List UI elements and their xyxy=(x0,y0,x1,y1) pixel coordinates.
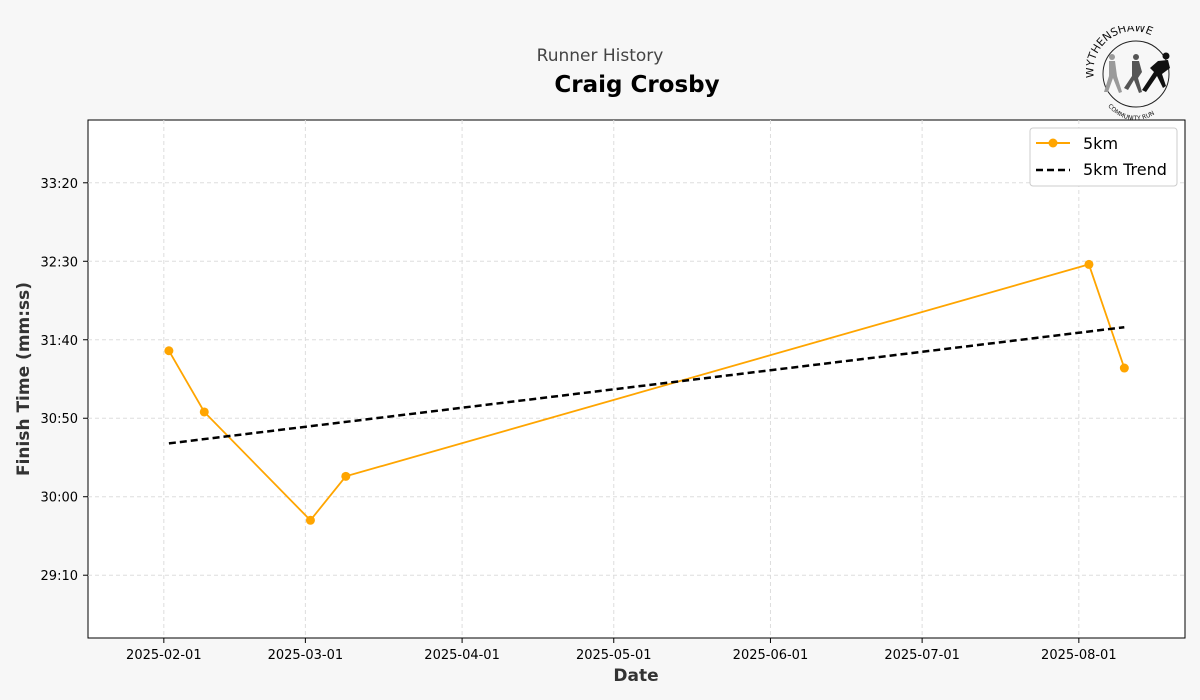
y-tick-label: 31:40 xyxy=(41,334,78,349)
chart-suptitle: Runner History xyxy=(536,46,664,66)
legend-5km-label: 5km xyxy=(1083,134,1118,153)
data-point xyxy=(1084,259,1094,269)
legend-trend-label: 5km Trend xyxy=(1083,160,1167,179)
y-axis-label: Finish Time (mm:ss) xyxy=(14,282,34,476)
svg-text:COMMUNITY RUN: COMMUNITY RUN xyxy=(1106,103,1155,120)
wythenshawe-logo: WYTHENSHAWE COMMUNITY RUN xyxy=(1086,26,1170,120)
grid-lines xyxy=(88,120,1185,638)
y-tick-label: 29:10 xyxy=(41,569,78,584)
runner-icon-medium xyxy=(1124,54,1142,93)
svg-text:WYTHENSHAWE: WYTHENSHAWE xyxy=(1086,26,1155,78)
y-axis-ticks: 29:10 30:00 30:50 31:40 32:30 33:20 xyxy=(41,177,88,584)
runner-icon-dark xyxy=(1142,52,1170,92)
y-tick-label: 30:00 xyxy=(41,491,78,506)
x-axis-label: Date xyxy=(613,666,658,686)
legend: 5km 5km Trend xyxy=(1029,127,1178,187)
trend-line xyxy=(168,325,1125,445)
plot-area xyxy=(87,119,1186,639)
logo-text-bottom: COMMUNITY RUN xyxy=(1106,103,1155,120)
x-tick-label: 2025-06-01 xyxy=(733,648,809,663)
series-layer xyxy=(164,259,1129,525)
runner-icon-light xyxy=(1104,54,1122,93)
x-tick-label: 2025-05-01 xyxy=(576,648,652,663)
data-point xyxy=(164,346,174,356)
chart-title: Craig Crosby xyxy=(554,72,720,98)
data-point xyxy=(341,471,351,481)
x-tick-label: 2025-08-01 xyxy=(1041,648,1117,663)
y-tick-label: 30:50 xyxy=(41,412,78,427)
x-tick-label: 2025-07-01 xyxy=(884,648,960,663)
y-tick-label: 32:30 xyxy=(41,255,78,270)
data-point xyxy=(1119,363,1129,373)
x-axis-ticks: 2025-02-01 2025-03-01 2025-04-01 2025-05-01… xyxy=(126,638,1117,663)
x-tick-label: 2025-02-01 xyxy=(126,648,202,663)
logo-text-top: WYTHENSHAWE xyxy=(1086,26,1155,78)
data-point xyxy=(305,515,315,525)
y-tick-label: 33:20 xyxy=(41,177,78,192)
legend-5km-marker xyxy=(1048,138,1058,148)
series-5km-line xyxy=(168,263,1126,522)
x-tick-label: 2025-04-01 xyxy=(424,648,500,663)
data-point xyxy=(199,407,209,417)
x-tick-label: 2025-03-01 xyxy=(268,648,344,663)
